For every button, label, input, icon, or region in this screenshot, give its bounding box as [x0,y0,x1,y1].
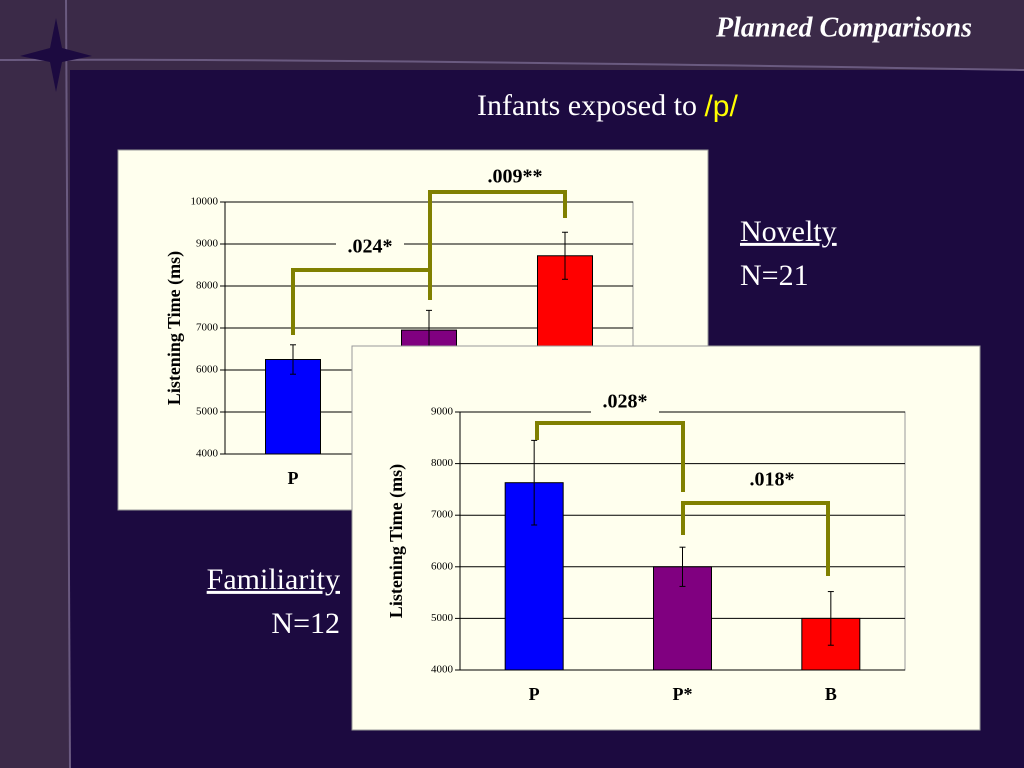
slide-title: Planned Comparisons [715,12,972,43]
y-axis-label: Listening Time (ms) [386,464,407,618]
y-tick-label: 5000 [196,406,219,418]
decor-line [0,58,1024,71]
decor-line [65,0,71,768]
annotation: .018* [750,469,795,491]
chart: 4000 5000 6000 7000 8000 9000 P P* B Listening Ti… [351,345,981,731]
x-tick-label: P [529,684,540,704]
x-tick-label: P [288,468,299,488]
y-tick-label: 7000 [196,322,219,334]
bracket [535,421,685,492]
bracket [291,268,432,335]
y-tick-label: 5000 [431,612,454,624]
subtitle-highlight: /p/ [704,90,738,123]
y-tick-label: 9000 [196,238,219,250]
x-tick-label: B [825,684,837,704]
annotation-bg [738,469,806,493]
x-tick-label: P* [673,684,693,704]
y-tick-label: 8000 [196,280,219,292]
bracket [681,501,830,576]
y-tick-label: 6000 [196,364,219,376]
bracket [428,190,567,270]
y-tick-label: 9000 [431,406,454,418]
y-tick-label: 4000 [431,664,454,676]
y-tick-label: 6000 [431,560,454,572]
note: N=21 [740,259,809,292]
y-axis-label: Listening Time (ms) [164,251,185,405]
annotation: .028* [603,391,648,413]
y-tick-label: 8000 [431,457,454,469]
y-tick-label: 4000 [196,448,219,460]
y-tick-label: 10000 [191,196,219,208]
annotation-bg [591,391,659,415]
annotation: .009** [488,166,543,188]
annotation-bg [481,166,549,190]
note: Familiarity [207,563,340,596]
annotation-bg [336,236,404,260]
subtitle: Infants exposed to /p/ [477,89,738,123]
y-tick-label: 7000 [431,509,454,521]
bar [265,359,321,455]
charts: 4000 5000 6000 7000 8000 9000 10000 P Listening … [117,149,981,731]
subtitle-text: Infants exposed to [477,89,697,122]
note: N=12 [271,607,340,640]
annotation: .024* [348,236,393,258]
note: Novelty [740,215,837,248]
star [20,18,92,92]
